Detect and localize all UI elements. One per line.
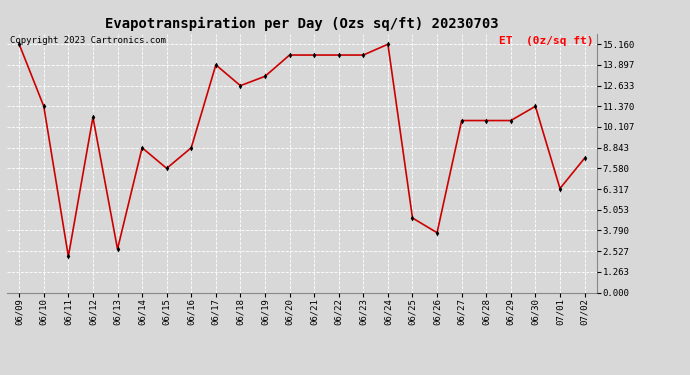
Text: ET  (0z/sq ft): ET (0z/sq ft) — [500, 36, 594, 46]
Title: Evapotranspiration per Day (Ozs sq/ft) 20230703: Evapotranspiration per Day (Ozs sq/ft) 2… — [105, 17, 499, 31]
Text: Copyright 2023 Cartronics.com: Copyright 2023 Cartronics.com — [10, 36, 166, 45]
